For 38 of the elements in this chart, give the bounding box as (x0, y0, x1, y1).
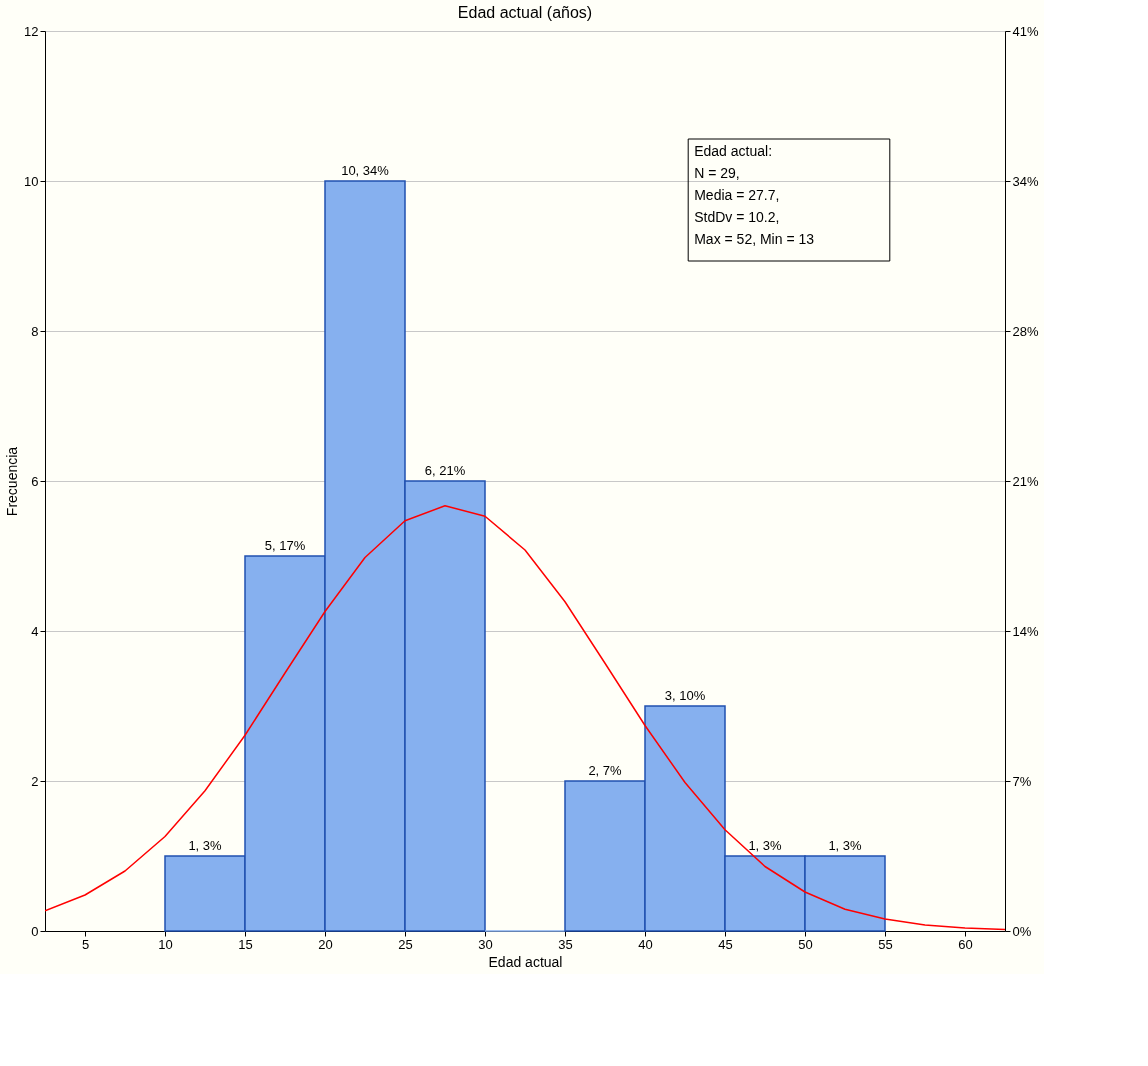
x-axis-title: Edad actual (488, 953, 563, 970)
y-tick-label: 0 (31, 923, 39, 939)
y2-tick-label: 21% (1012, 473, 1039, 489)
data-label: 1, 3% (748, 838, 783, 853)
x-tick-label: 50 (798, 936, 813, 952)
x-tick-label: 10 (158, 936, 173, 952)
x-tick-label: 55 (878, 936, 893, 952)
data-label: 1, 3% (828, 838, 863, 853)
data-label: 2, 7% (588, 763, 623, 778)
x-tick-label: 5 (81, 936, 90, 952)
y2-tick-label: 14% (1012, 623, 1039, 639)
x-tick-label: 30 (478, 936, 493, 952)
y-tick-label: 6 (31, 473, 39, 489)
data-label: 6, 21% (424, 463, 466, 478)
x-tick-label: 40 (638, 936, 653, 952)
data-label: 3, 10% (664, 688, 706, 703)
x-tick-label: 20 (318, 936, 333, 952)
x-tick-label: 25 (398, 936, 413, 952)
y2-tick-label: 0% (1012, 923, 1032, 939)
x-tick-label: 35 (558, 936, 573, 952)
x-tick-label: 15 (238, 936, 253, 952)
data-label: 1, 3% (188, 838, 223, 853)
y2-tick-label: 41% (1012, 23, 1039, 39)
data-label: 5, 17% (264, 538, 306, 553)
x-tick-label: 60 (958, 936, 973, 952)
y-tick-label: 12 (24, 23, 39, 39)
x-tick-label: 45 (718, 936, 733, 952)
y-tick-label: 2 (31, 773, 39, 789)
y2-tick-label: 28% (1012, 323, 1039, 339)
annotation: Edad actual: N = 29, Media = 27.7, StdDv = 10.2, Max = 52, Min = 13 (694, 143, 815, 247)
y2-tick-label: 34% (1012, 173, 1039, 189)
data-label: 10, 34% (341, 163, 390, 178)
y-axis-title: Frecuencia (4, 446, 21, 517)
chart-title: Edad actual (años) (457, 4, 593, 21)
y-tick-label: 10 (24, 173, 39, 189)
y-tick-label: 4 (31, 623, 39, 639)
y2-tick-label: 7% (1012, 773, 1032, 789)
y-tick-label: 8 (31, 323, 39, 339)
